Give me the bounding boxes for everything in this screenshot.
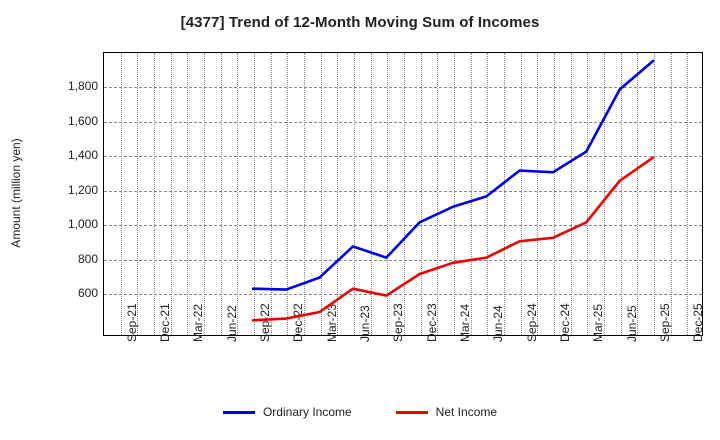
gridline-vertical <box>504 53 505 335</box>
gridline-vertical <box>437 53 439 335</box>
gridline-horizontal <box>104 156 702 157</box>
y-axis-tick-label: 1,800 <box>67 79 98 93</box>
gridline-vertical <box>570 53 572 335</box>
plot-frame <box>103 52 703 336</box>
gridline-vertical <box>520 53 522 335</box>
gridline-vertical <box>370 53 372 335</box>
gridline-vertical <box>270 53 272 335</box>
gridline-horizontal <box>104 121 702 123</box>
gridline-horizontal <box>104 190 702 192</box>
gridline-vertical <box>337 53 339 335</box>
legend-label: Net Income <box>435 405 498 419</box>
legend-color-swatch <box>395 410 428 414</box>
gridline-vertical <box>620 53 622 335</box>
y-axis-tick-label: 600 <box>77 286 98 300</box>
gridline-horizontal <box>104 259 702 261</box>
gridline-vertical <box>137 53 139 335</box>
y-axis-tick-label: 800 <box>77 251 98 266</box>
gridline-horizontal <box>104 294 702 295</box>
gridline-vertical <box>637 53 639 335</box>
gridline-vertical <box>420 53 422 335</box>
chart-title: [4377] Trend of 12-Month Moving Sum of I… <box>180 14 540 31</box>
gridline-vertical <box>604 53 605 335</box>
gridline-vertical <box>354 53 355 335</box>
gridline-vertical <box>237 53 239 335</box>
gridline-vertical <box>404 53 405 335</box>
gridline-vertical <box>154 53 155 335</box>
gridline-vertical <box>470 53 472 335</box>
gridline-vertical <box>170 53 172 335</box>
gridline-vertical <box>304 53 305 335</box>
series-line-net-income <box>251 156 655 322</box>
legend-color-swatch <box>222 410 255 414</box>
gridline-vertical <box>670 53 672 335</box>
y-axis-tick-label: 1,600 <box>67 113 98 128</box>
legend-item[interactable]: Ordinary Income <box>222 405 352 419</box>
legend-item[interactable]: Net Income <box>395 405 498 419</box>
gridline-vertical <box>287 53 289 335</box>
gridline-vertical <box>554 53 555 335</box>
y-axis-tick-label: 1,200 <box>67 182 98 197</box>
gridline-vertical <box>320 53 322 335</box>
gridline-horizontal <box>104 87 702 88</box>
gridline-vertical <box>187 53 189 335</box>
gridline-vertical <box>587 53 589 335</box>
chart-legend: Ordinary Income Net Income <box>0 405 720 419</box>
gridline-vertical <box>537 53 539 335</box>
legend-label: Ordinary Income <box>262 405 352 419</box>
gridline-vertical <box>254 53 255 335</box>
gridline-vertical <box>387 53 389 335</box>
gridline-vertical <box>687 53 689 335</box>
y-axis-ticks: 600 800 1,000 1,200 1,400 1,600 1,800 <box>0 0 98 440</box>
gridline-vertical <box>654 53 655 335</box>
gridline-vertical <box>204 53 205 335</box>
gridline-horizontal <box>104 225 702 226</box>
gridline-vertical <box>220 53 222 335</box>
series-line-ordinary-income <box>251 59 655 291</box>
y-axis-tick-label: 1,000 <box>67 217 98 231</box>
gridline-vertical <box>120 53 122 335</box>
gridline-vertical <box>454 53 455 335</box>
y-axis-tick-label: 1,400 <box>67 148 98 162</box>
